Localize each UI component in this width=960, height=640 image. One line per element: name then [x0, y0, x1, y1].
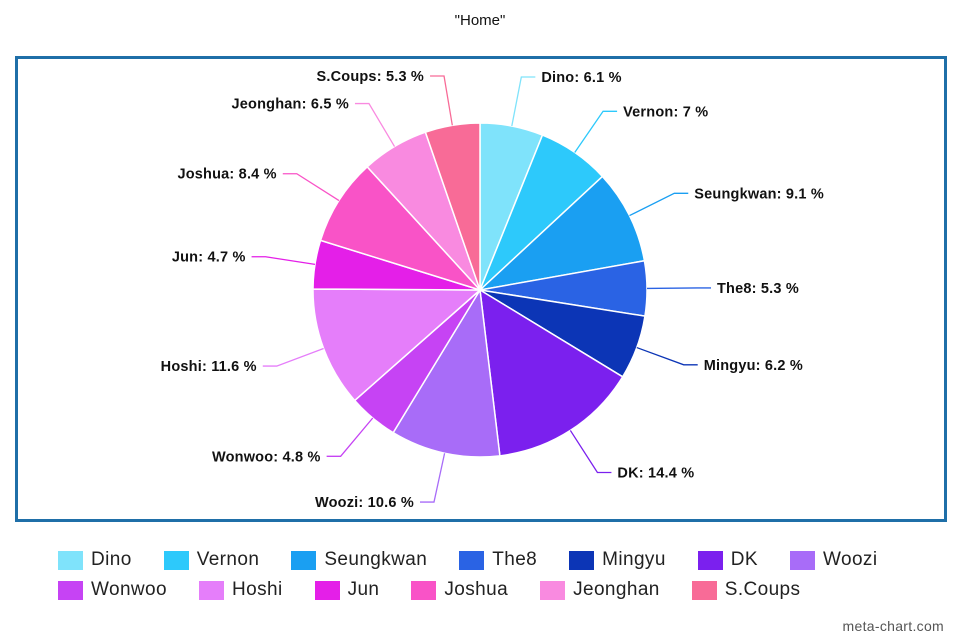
leader-line-woozi: [419, 453, 446, 503]
pie-slice-seungkwan: [477, 175, 646, 292]
legend-item-dino[interactable]: Dino: [58, 549, 132, 571]
watermark: meta-chart.com: [842, 618, 944, 634]
chart-title: "Home": [454, 12, 506, 29]
legend-label: Joshua: [444, 579, 509, 600]
slice-label-woozi: Woozi: 10.6 %: [315, 495, 414, 511]
chart-frame: [15, 56, 947, 522]
leader-line-mingyu: [636, 346, 698, 366]
legend-item-jeonghan[interactable]: Jeonghan: [540, 579, 660, 601]
legend-label: S.Coups: [724, 579, 801, 600]
legend-item-the8[interactable]: The8: [459, 549, 537, 571]
slice-label-wonwoo: Wonwoo: 4.8 %: [212, 449, 321, 465]
legend-label: Vernon: [196, 549, 260, 570]
slice-label-hoshi: Hoshi: 11.6 %: [161, 359, 257, 375]
legend-item-dk[interactable]: DK: [697, 549, 758, 571]
legend-swatch: [790, 550, 815, 570]
slice-label-jun: Jun: 4.7 %: [172, 250, 246, 266]
legend-item-wonwoo[interactable]: Wonwoo: [58, 579, 167, 601]
slice-label-dk: DK: 14.4 %: [617, 465, 694, 481]
leader-line-vernon: [574, 110, 618, 153]
legend-swatch: [411, 580, 437, 600]
legend-swatch: [291, 550, 317, 570]
legend-swatch: [58, 580, 83, 600]
slice-label-seungkwan: Seungkwan: 9.1 %: [694, 186, 824, 202]
slice-label-vernon: Vernon: 7 %: [623, 104, 708, 120]
legend-item-vernon[interactable]: Vernon: [163, 549, 260, 571]
slice-label-s-coups: S.Coups: 5.3 %: [316, 69, 424, 85]
pie-slice-woozi: [392, 287, 501, 458]
leader-line-jeonghan: [354, 102, 396, 147]
legend-label: Hoshi: [231, 579, 283, 600]
legend-swatch: [691, 580, 717, 600]
legend-swatch: [569, 550, 595, 570]
leader-line-wonwoo: [326, 417, 374, 457]
legend-swatch: [58, 550, 83, 570]
leader-line-seungkwan: [629, 192, 689, 217]
legend-swatch: [198, 580, 224, 600]
leader-line-dino: [511, 76, 536, 127]
slice-label-the8: The8: 5.3 %: [717, 281, 799, 297]
legend-item-joshua[interactable]: Joshua: [411, 579, 508, 601]
legend-label: Jun: [347, 579, 380, 600]
pie-slice-joshua: [319, 165, 483, 292]
legend-item-woozi[interactable]: Woozi: [790, 549, 877, 571]
legend-label: Woozi: [823, 549, 878, 570]
leader-line-dk: [569, 430, 612, 474]
slice-label-jeonghan: Jeonghan: 6.5 %: [232, 97, 349, 113]
legend: Dino Vernon Seungkwan The8 Mingyu DK Woozi Wonw…: [58, 545, 938, 605]
leader-line-jun: [251, 256, 316, 266]
slice-label-dino: Dino: 6.1 %: [541, 70, 621, 86]
legend-item-jun[interactable]: Jun: [314, 579, 380, 601]
legend-swatch: [314, 580, 340, 600]
legend-item-s-coups[interactable]: S.Coups: [691, 579, 801, 601]
leader-line-s-coups: [430, 75, 453, 126]
leader-line-joshua: [282, 173, 340, 202]
legend-label: The8: [492, 549, 538, 570]
legend-label: Wonwoo: [91, 579, 167, 600]
slice-label-joshua: Joshua: 8.4 %: [177, 167, 276, 183]
legend-label: Dino: [91, 549, 132, 570]
legend-swatch: [459, 550, 485, 570]
legend-item-seungkwan[interactable]: Seungkwan: [291, 549, 427, 571]
legend-label: Mingyu: [602, 549, 666, 570]
legend-swatch: [697, 550, 723, 570]
slice-label-mingyu: Mingyu: 6.2 %: [704, 358, 803, 374]
pie-slice-dk: [479, 288, 624, 457]
legend-row: Dino Vernon Seungkwan The8 Mingyu DK Woozi: [58, 545, 938, 575]
legend-swatch: [540, 580, 566, 600]
legend-label: Seungkwan: [324, 549, 428, 570]
leader-line-hoshi: [262, 347, 324, 367]
pie-chart: Dino: 6.1 % Vernon: 7 % Seungkwan: 9.1 % Th…: [161, 69, 824, 511]
legend-item-mingyu[interactable]: Mingyu: [569, 549, 666, 571]
legend-swatch: [163, 550, 189, 570]
legend-label: Jeonghan: [573, 579, 660, 600]
legend-row: Wonwoo Hoshi Jun Joshua Jeonghan S.Coups: [58, 575, 938, 605]
legend-label: DK: [730, 549, 758, 570]
legend-item-hoshi[interactable]: Hoshi: [198, 579, 283, 601]
